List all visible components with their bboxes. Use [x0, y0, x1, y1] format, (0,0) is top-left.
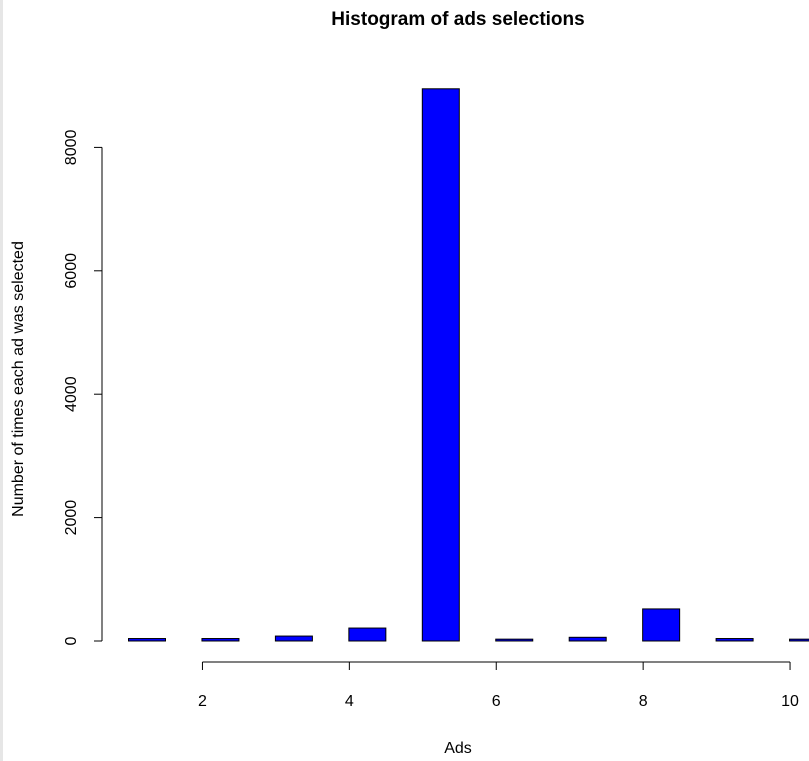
x-axis: 2 4 6 8 10 — [198, 661, 799, 710]
y-tick-label: 8000 — [63, 130, 80, 166]
bar — [789, 638, 809, 642]
bar — [201, 638, 240, 642]
x-tick-label: 10 — [781, 693, 799, 710]
bar — [348, 627, 387, 642]
chart-title: Histogram of ads selections — [331, 9, 584, 30]
y-axis: 0 2000 4000 6000 8000 — [63, 130, 103, 645]
y-tick-label: 0 — [63, 636, 80, 645]
bar — [495, 638, 534, 642]
x-axis-title: Ads — [444, 740, 472, 757]
window-left-edge — [0, 0, 3, 761]
x-tick-label: 8 — [639, 693, 648, 710]
y-tick-label: 2000 — [63, 500, 80, 536]
bar — [568, 636, 607, 642]
x-tick-label: 4 — [345, 693, 354, 710]
y-tick-label: 6000 — [63, 253, 80, 289]
x-tick-label: 2 — [198, 693, 207, 710]
bar — [715, 638, 754, 642]
bar — [128, 638, 166, 642]
bar — [274, 635, 313, 642]
bar — [642, 608, 681, 642]
bars-group — [128, 88, 809, 642]
y-axis-title: Number of times each ad was selected — [10, 241, 27, 517]
y-tick-label: 4000 — [63, 376, 80, 412]
x-tick-label: 6 — [492, 693, 501, 710]
bar — [421, 88, 460, 642]
